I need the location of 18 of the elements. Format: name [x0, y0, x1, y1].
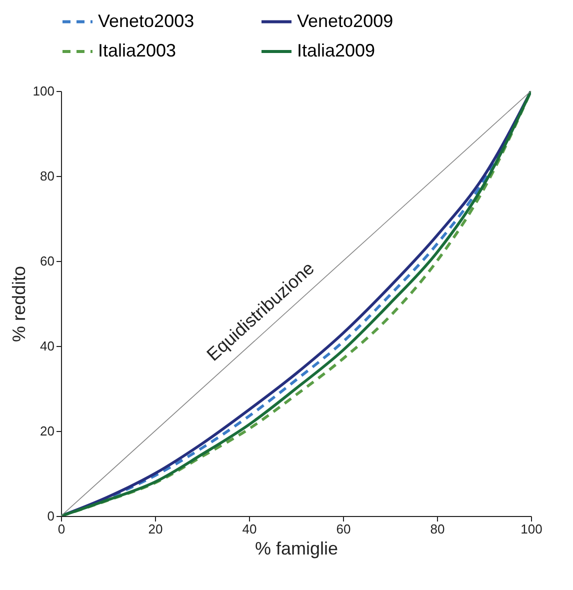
legend-label: Veneto2009 [297, 10, 394, 31]
y-tick-label: 60 [40, 254, 54, 268]
x-axis-title: % famiglie [254, 538, 338, 558]
legend-label: Italia2009 [297, 40, 376, 60]
x-tick-label: 20 [148, 522, 163, 536]
y-tick-label: 40 [40, 338, 54, 354]
legend-label: Veneto2003 [98, 10, 194, 31]
y-tick-label: 0 [47, 508, 54, 524]
x-tick-label: 60 [336, 522, 351, 536]
y-axis-title: % reddito [8, 266, 29, 342]
x-tick-label: 80 [430, 522, 445, 536]
y-tick-label: 100 [32, 84, 54, 98]
x-tick-label: 40 [242, 522, 257, 536]
y-tick-label: 20 [40, 424, 54, 438]
legend-label: Italia2003 [98, 40, 176, 60]
x-tick-label: 0 [58, 522, 66, 536]
y-tick-label: 80 [40, 168, 54, 184]
x-tick-label: 100 [520, 522, 542, 536]
